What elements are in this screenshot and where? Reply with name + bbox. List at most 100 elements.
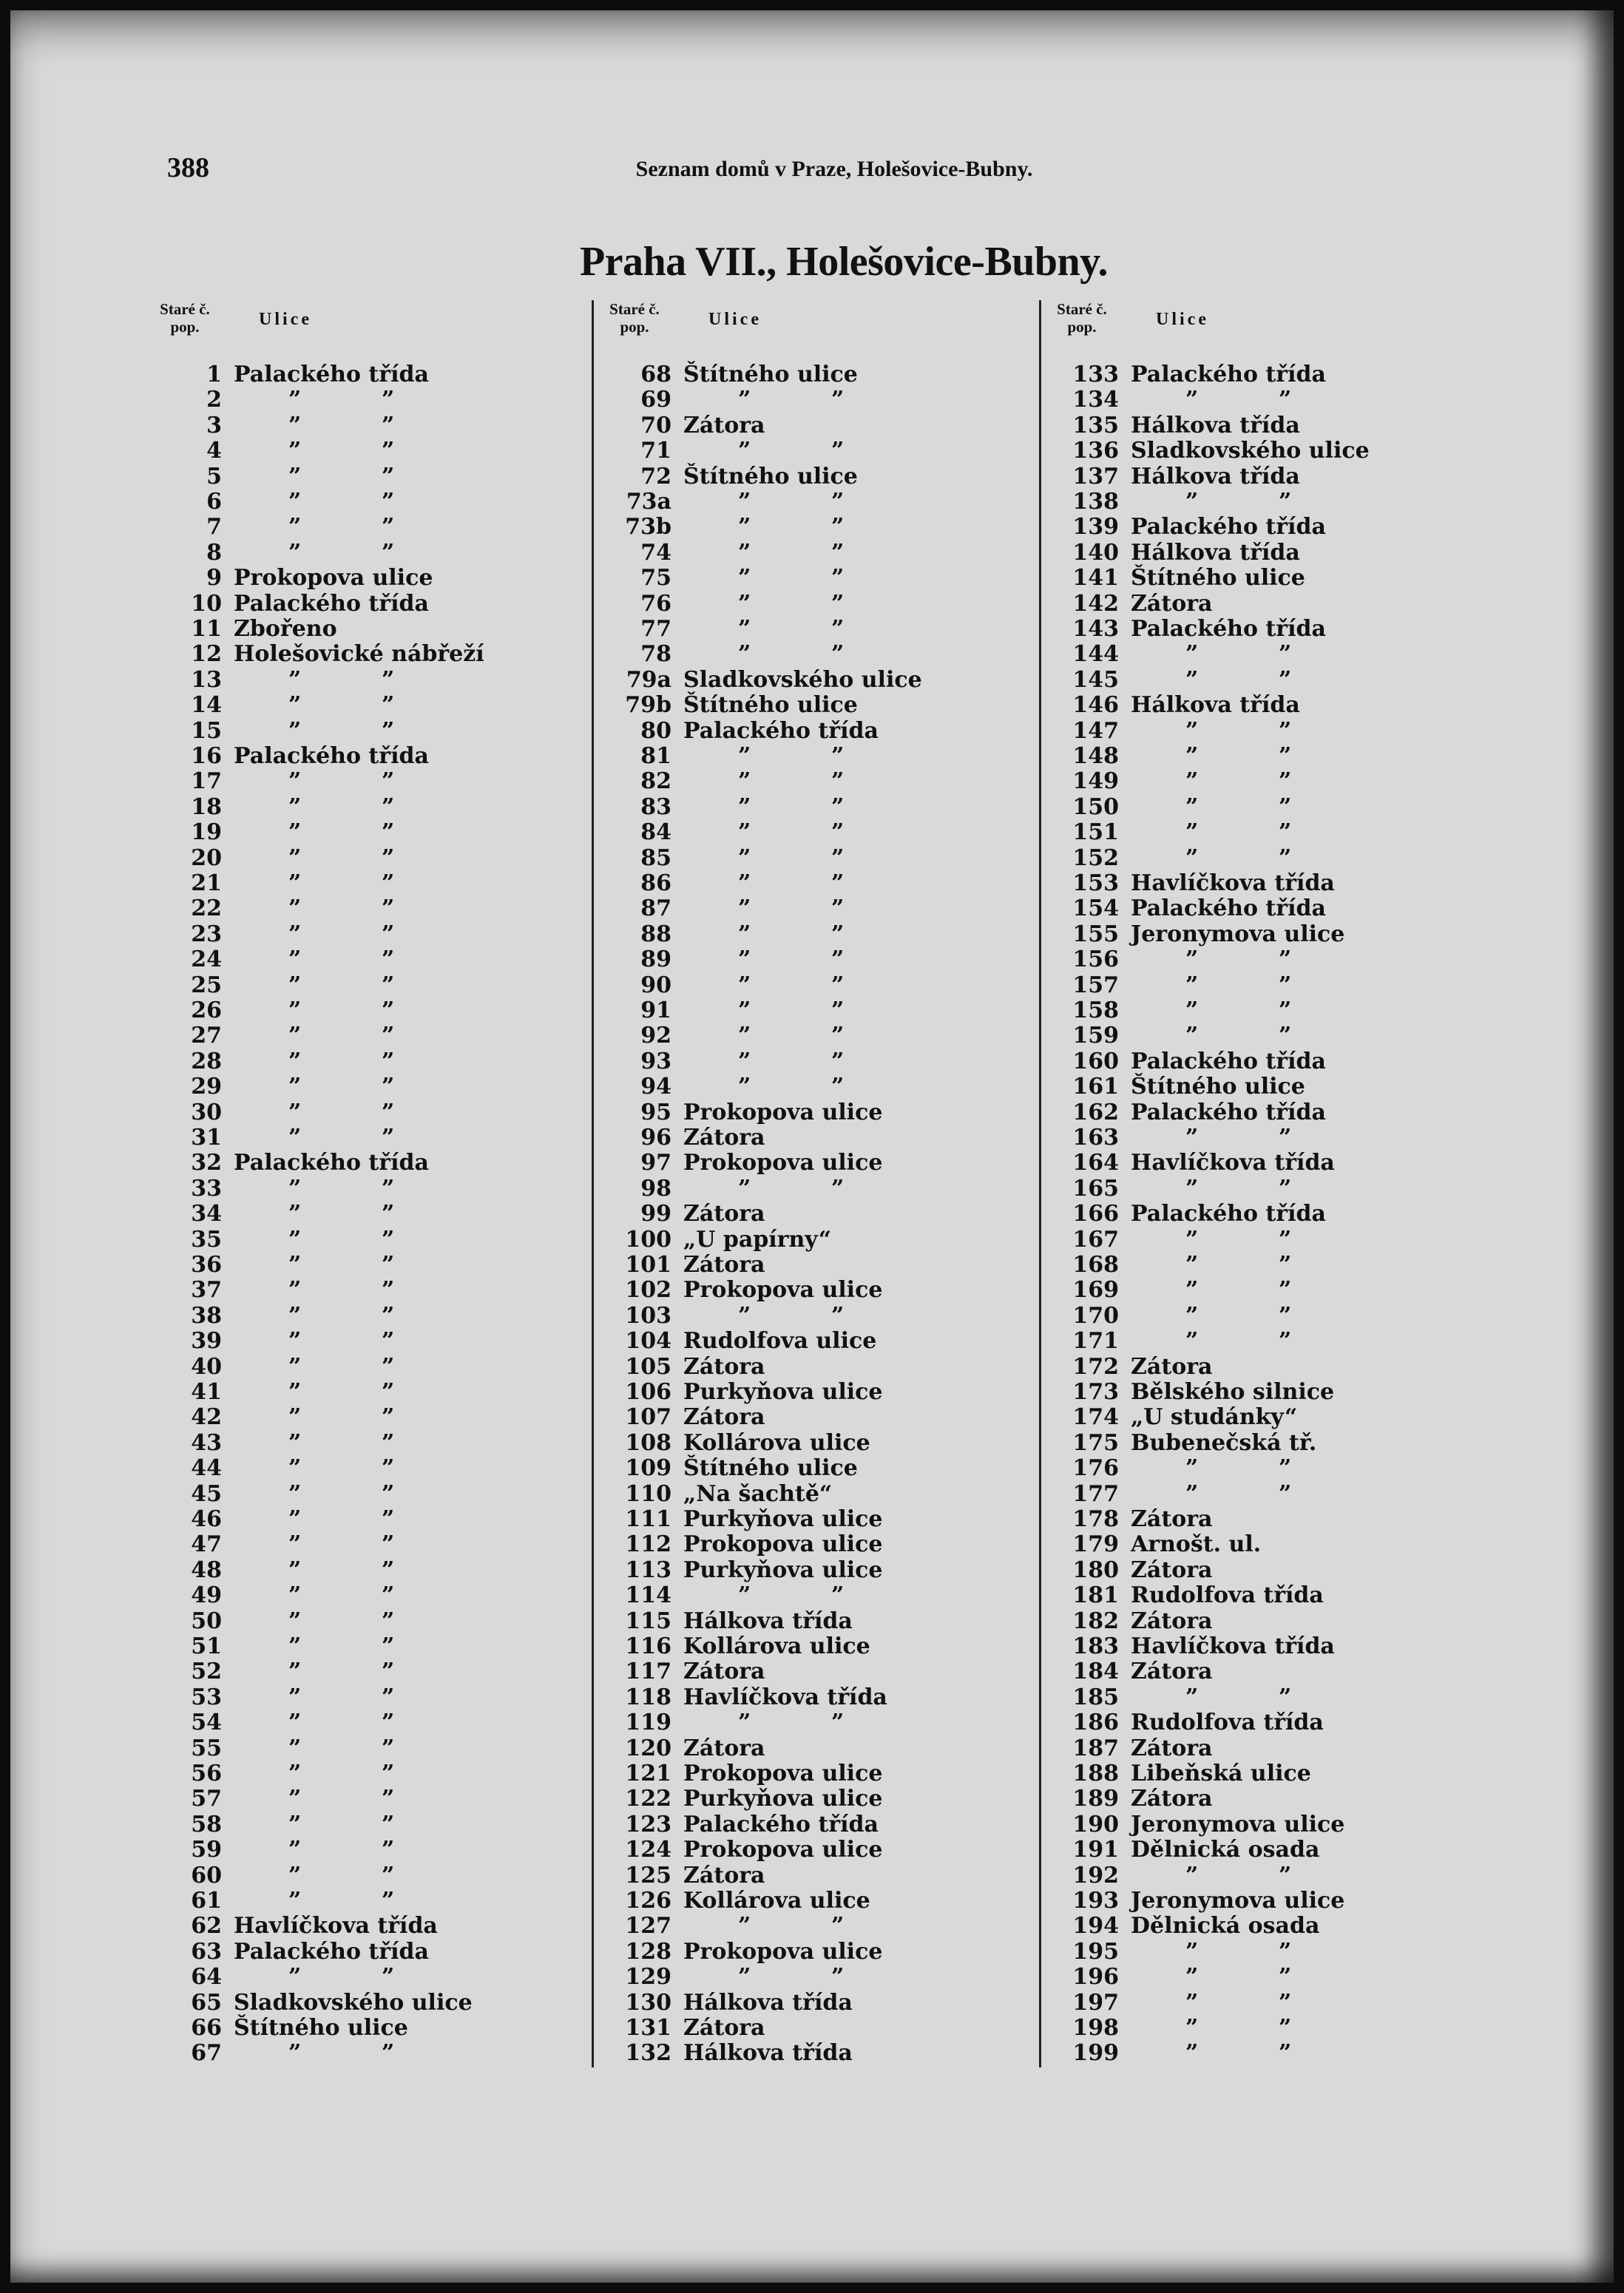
table-row: 175 Bubenečská tř.: [1045, 1430, 1459, 1456]
ditto-mark: ”: [382, 1761, 395, 1786]
ditto-mark: ”: [288, 438, 302, 464]
ditto-mark: ”: [738, 1023, 751, 1049]
house-number: 196: [1072, 1964, 1119, 1991]
ditto-mark: ”: [382, 1735, 395, 1761]
table-row: 133 Palackého třída: [1045, 362, 1459, 387]
ditto-mark: ”: [288, 1633, 302, 1659]
table-row: 93 ” ”: [598, 1049, 1012, 1074]
ditto-mark: ”: [382, 1608, 395, 1634]
ditto-mark: ”: [288, 1379, 302, 1405]
street-name: Zbořeno: [234, 616, 337, 642]
house-number: 158: [1072, 998, 1119, 1023]
table-row: 66 Štítného ulice: [148, 2016, 562, 2041]
table-row: 118 Havlíčkova třída: [598, 1684, 1012, 1710]
house-number: 136: [1072, 438, 1119, 464]
ditto-mark: ”: [738, 1302, 751, 1329]
house-number: 144: [1072, 641, 1119, 668]
house-number: 36: [191, 1252, 222, 1278]
table-row: 130 Hálkova třída: [598, 1990, 1012, 2016]
house-number: 22: [191, 895, 222, 922]
street-name: Palackého třída: [1131, 1048, 1326, 1074]
table-row: 90 ” ”: [598, 972, 1012, 998]
ditto-mark: ”: [738, 489, 751, 515]
ditto-mark: ”: [738, 1048, 751, 1074]
house-number: 47: [191, 1531, 222, 1558]
house-number: 39: [191, 1328, 222, 1355]
ditto-mark: ”: [288, 1964, 302, 1991]
ditto-mark: ”: [1279, 1328, 1292, 1355]
ditto-mark: ”: [288, 1888, 302, 1914]
ditto-mark: ”: [1279, 743, 1292, 769]
ditto-mark: ”: [382, 1582, 395, 1609]
table-row: 127 ” ”: [598, 1914, 1012, 1939]
house-number: 73a: [626, 489, 671, 515]
house-number: 98: [640, 1175, 671, 1202]
table-row: 73a ” ”: [598, 490, 1012, 515]
table-row: 147 ” ”: [1045, 718, 1459, 744]
house-number: 48: [191, 1557, 222, 1583]
table-row: 96 Zátora: [598, 1125, 1012, 1151]
ditto-mark: ”: [738, 768, 751, 795]
house-number: 26: [191, 998, 222, 1023]
table-row: 114 ” ”: [598, 1583, 1012, 1608]
ditto-mark: ”: [831, 1710, 845, 1736]
house-number: 91: [640, 998, 671, 1023]
house-number: 134: [1072, 387, 1119, 413]
ditto-mark: ”: [288, 1761, 302, 1786]
ditto-mark: ”: [831, 565, 845, 592]
table-row: 10 Palackého třída: [148, 591, 562, 617]
street-name: Palackého třída: [1131, 895, 1326, 922]
ditto-mark: ”: [288, 1302, 302, 1329]
street-name: Palackého třída: [1131, 1201, 1326, 1227]
ditto-mark: ”: [738, 921, 751, 947]
ditto-mark: ”: [1185, 972, 1199, 998]
house-number: 55: [191, 1735, 222, 1761]
street-name: Purkyňova ulice: [683, 1379, 883, 1405]
ditto-mark: ”: [288, 1506, 302, 1532]
table-row: 60 ” ”: [148, 1863, 562, 1889]
table-row: 151 ” ”: [1045, 820, 1459, 845]
house-number: 195: [1072, 1938, 1119, 1965]
house-number: 120: [625, 1735, 671, 1761]
ditto-mark: ”: [1185, 819, 1199, 846]
table-row: 179 Arnošt. ul.: [1045, 1532, 1459, 1557]
house-number: 197: [1072, 1989, 1119, 2016]
street-name: Hálkova třída: [1131, 412, 1300, 438]
house-number: 83: [640, 793, 671, 820]
street-name: Zátora: [683, 1735, 765, 1761]
ditto-mark: ”: [288, 1735, 302, 1761]
table-row: 69 ” ”: [598, 387, 1012, 413]
house-number: 171: [1072, 1328, 1119, 1355]
street-name: Hálkova třída: [1131, 692, 1300, 719]
table-row: 129 ” ”: [598, 1965, 1012, 1990]
ditto-mark: ”: [382, 1125, 395, 1151]
ditto-mark: ”: [738, 1175, 751, 1202]
street-name: Štítného ulice: [683, 692, 858, 719]
house-number: 105: [625, 1353, 671, 1380]
house-number: 4: [206, 438, 222, 464]
street-name: Dělnická osada: [1131, 1837, 1320, 1863]
street-name: Palackého třída: [234, 743, 429, 769]
street-name: Zátora: [1131, 1608, 1213, 1634]
table-row: 170 ” ”: [1045, 1303, 1459, 1329]
table-row: 22 ” ”: [148, 896, 562, 921]
ditto-mark: ”: [1279, 1938, 1292, 1965]
house-number: 159: [1072, 1023, 1119, 1049]
house-number: 190: [1072, 1811, 1119, 1838]
number-header-line1: Staré č.: [160, 300, 210, 318]
table-row: 21 ” ”: [148, 871, 562, 896]
street-name: Purkyňova ulice: [683, 1506, 883, 1532]
house-number: 179: [1072, 1531, 1119, 1558]
table-row: 14 ” ”: [148, 693, 562, 718]
table-row: 192 ” ”: [1045, 1863, 1459, 1889]
table-row: 166 Palackého třída: [1045, 1202, 1459, 1227]
table-row: 193 Jeronymova ulice: [1045, 1889, 1459, 1914]
ditto-mark: ”: [382, 1252, 395, 1278]
table-row: 23 ” ”: [148, 921, 562, 947]
house-number: 99: [640, 1201, 671, 1227]
ditto-mark: ”: [288, 1837, 302, 1863]
street-name: Palackého třída: [1131, 1099, 1326, 1125]
house-number: 54: [191, 1710, 222, 1736]
house-number: 63: [191, 1938, 222, 1965]
street-name: Hálkova třída: [683, 2040, 853, 2067]
